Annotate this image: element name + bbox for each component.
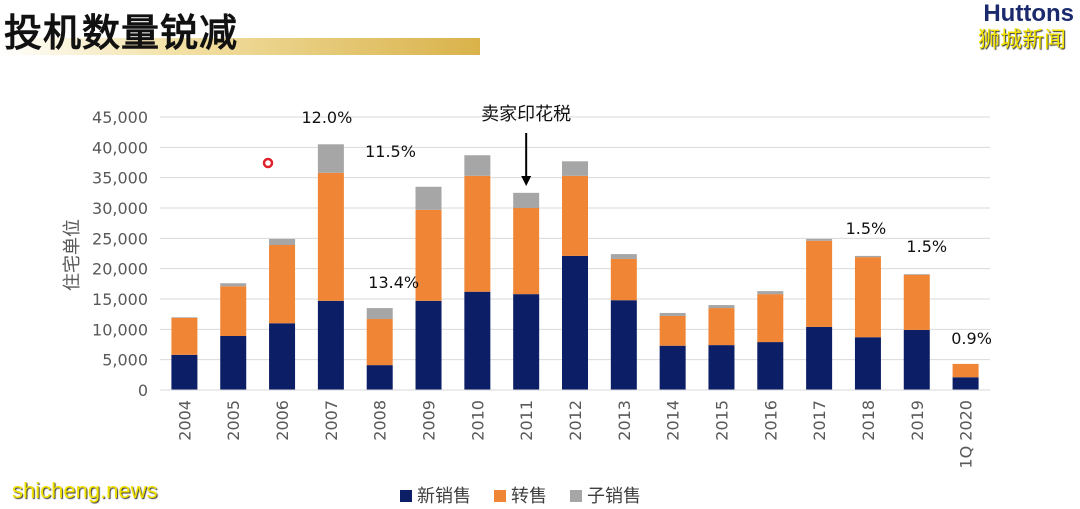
bar-sub-sale xyxy=(757,291,784,295)
x-tick-label: 2012 xyxy=(566,400,585,441)
bar-new-sale xyxy=(464,291,491,390)
y-tick-label: 40,000 xyxy=(92,138,148,157)
bar-sub-sale xyxy=(220,283,247,287)
bar-sub-sale xyxy=(659,312,686,316)
bar-sub-sale xyxy=(708,305,735,309)
bar-resale xyxy=(562,175,588,256)
x-tick-label: 2009 xyxy=(420,400,439,441)
bar-sub-sale xyxy=(806,238,833,241)
x-tick-label: 2006 xyxy=(273,400,292,441)
bar-resale xyxy=(513,208,540,295)
bar-sub-sale xyxy=(415,186,442,210)
y-axis-label: 住宅单位 xyxy=(62,219,83,291)
y-tick-label: 10,000 xyxy=(92,320,148,339)
x-tick-label: 2005 xyxy=(224,400,243,441)
bar-resale xyxy=(952,363,979,378)
page-title: 投机数量锐减 xyxy=(4,11,239,55)
bar-new-sale xyxy=(854,337,881,390)
y-tick-label: 25,000 xyxy=(92,229,148,248)
bar-new-sale xyxy=(513,294,540,390)
bar-resale xyxy=(610,258,637,301)
bar-new-sale xyxy=(562,255,588,390)
x-tick-label: 2014 xyxy=(664,400,683,441)
bar-new-sale xyxy=(269,323,296,390)
bar-sub-sale xyxy=(366,308,393,320)
bar-sub-sale xyxy=(317,144,344,173)
annotation-percent: 12.0% xyxy=(301,108,352,127)
legend-swatch xyxy=(400,490,412,502)
bar-sub-sale xyxy=(854,255,881,258)
bar-sub-sale xyxy=(903,274,930,275)
bar-new-sale xyxy=(317,300,344,390)
y-tick-label: 5,000 xyxy=(102,351,148,370)
bar-new-sale xyxy=(757,342,784,390)
legend-swatch xyxy=(494,490,506,502)
bar-sub-sale xyxy=(562,161,588,176)
bar-resale xyxy=(317,172,344,301)
y-tick-label: 45,000 xyxy=(92,108,148,127)
bar-resale xyxy=(854,257,881,338)
legend-swatch xyxy=(570,490,582,502)
bar-resale xyxy=(464,175,491,292)
bar-resale xyxy=(269,245,296,324)
legend-label: 子销售 xyxy=(587,486,641,507)
x-tick-label: 2008 xyxy=(371,400,390,441)
x-tick-label: 2004 xyxy=(175,400,194,441)
x-tick-label: 2007 xyxy=(322,400,341,441)
bar-resale xyxy=(220,286,247,337)
watermark-bottom: shicheng.news xyxy=(12,478,158,503)
y-tick-label: 20,000 xyxy=(92,260,148,279)
x-tick-label: 2019 xyxy=(908,400,927,441)
watermark-top: 狮城新闻 xyxy=(977,28,1066,53)
y-tick-label: 35,000 xyxy=(92,169,148,188)
bar-new-sale xyxy=(708,345,735,390)
arrow-head-icon xyxy=(521,176,532,186)
bar-resale xyxy=(415,209,442,301)
bar-new-sale xyxy=(220,336,247,390)
bar-resale xyxy=(806,240,833,327)
bar-new-sale xyxy=(366,365,393,390)
bar-new-sale xyxy=(610,300,637,390)
y-tick-label: 30,000 xyxy=(92,199,148,218)
bar-sub-sale xyxy=(171,317,198,318)
annotation-percent: 1.5% xyxy=(906,237,947,256)
x-tick-label: 2016 xyxy=(761,400,780,441)
x-tick-label: 1Q 2020 xyxy=(957,400,976,469)
x-tick-label: 2010 xyxy=(468,400,487,441)
x-tick-label: 2018 xyxy=(859,400,878,441)
bar-new-sale xyxy=(952,377,979,390)
bar-resale xyxy=(659,315,686,346)
x-tick-label: 2011 xyxy=(517,400,536,441)
bar-resale xyxy=(171,317,198,355)
bar-resale xyxy=(903,274,930,330)
legend-label: 转售 xyxy=(511,486,547,507)
annotation-percent: 11.5% xyxy=(365,142,416,161)
bar-resale xyxy=(708,308,735,346)
bar-new-sale xyxy=(903,329,930,390)
annotation-percent: 0.9% xyxy=(951,329,992,348)
annotation-percent: 1.5% xyxy=(846,219,887,238)
bar-new-sale xyxy=(806,326,833,390)
bar-sub-sale xyxy=(610,254,637,259)
annotation-label: 卖家印花税 xyxy=(481,104,571,125)
pointer-dot-icon xyxy=(262,157,274,169)
y-tick-label: 0 xyxy=(138,381,148,400)
x-tick-label: 2015 xyxy=(712,400,731,441)
bar-new-sale xyxy=(171,354,198,390)
bar-resale xyxy=(757,294,784,343)
bar-sub-sale xyxy=(269,238,296,246)
bar-sub-sale xyxy=(513,192,540,208)
annotation-percent: 13.4% xyxy=(368,273,419,292)
x-tick-label: 2017 xyxy=(810,400,829,441)
bar-new-sale xyxy=(659,345,686,390)
x-tick-label: 2013 xyxy=(615,400,634,441)
bar-sub-sale xyxy=(464,155,491,176)
huttons-logo: Huttons xyxy=(983,0,1074,27)
title-underline xyxy=(0,38,480,55)
y-tick-label: 15,000 xyxy=(92,290,148,309)
legend-label: 新销售 xyxy=(417,486,471,507)
bar-new-sale xyxy=(415,300,442,390)
bar-resale xyxy=(366,319,393,366)
